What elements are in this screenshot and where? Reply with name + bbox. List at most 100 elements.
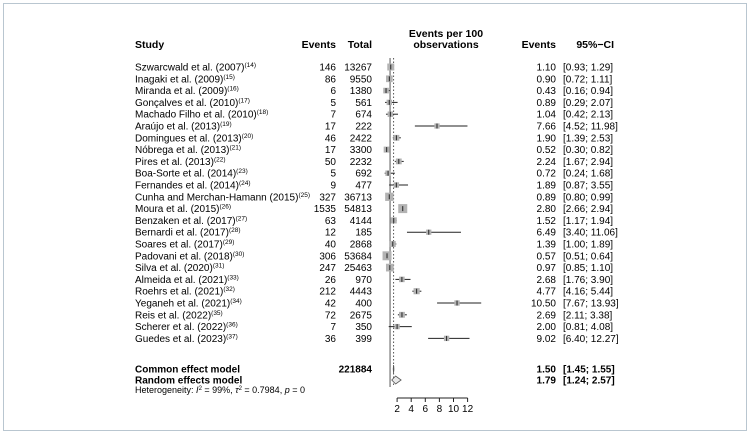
x-axis-tick-label: 12: [462, 404, 474, 415]
study-ref: (15): [223, 74, 235, 81]
study-name: Szwarcwald et al. (2007): [135, 63, 245, 74]
study-ci: [6.40; 12.27]: [563, 334, 619, 345]
study-estimate: 0.72: [537, 169, 557, 180]
heterogeneity-text: Heterogeneity: I2 = 99%, τ2 = 0.7984, p …: [135, 385, 305, 395]
study-ci: [0.85; 1.10]: [563, 263, 613, 274]
study-estimate: 0.52: [537, 145, 557, 156]
common-effect-ci: [1.45; 1.55]: [563, 365, 615, 376]
study-ref: (14): [245, 62, 257, 69]
study-total: 3300: [350, 145, 373, 156]
study-name: Scherer et al. (2022): [135, 322, 226, 333]
study-total: 4144: [350, 216, 373, 227]
study-estimate: 0.43: [537, 86, 557, 97]
study-events: 212: [319, 287, 336, 298]
study-estimate: 1.04: [537, 110, 557, 121]
study-events: 7: [330, 322, 336, 333]
het-tau-sup: 2: [239, 386, 243, 392]
study-ci: [7.67; 13.93]: [563, 299, 619, 310]
study-total: 222: [355, 122, 372, 133]
study-name: Cunha and Merchan-Hamann (2015): [135, 192, 298, 203]
study-label: Pires et al. (2013)(22): [135, 156, 226, 168]
study-name: Almeida et al. (2021): [135, 275, 227, 286]
study-events: 42: [325, 299, 337, 310]
study-estimate: 1.90: [537, 133, 557, 144]
study-label: Bernardi et al. (2017)(28): [135, 227, 241, 239]
random-effects-ci: [1.24; 2.57]: [563, 376, 615, 387]
study-events: 72: [325, 310, 337, 321]
x-axis-tick-label: 4: [408, 404, 414, 415]
study-ci: [1.17; 1.94]: [563, 216, 613, 227]
study-ci: [0.72; 1.11]: [563, 74, 613, 85]
study-events: 17: [325, 122, 337, 133]
header-ci: 95%−CI: [576, 39, 614, 51]
study-estimate: 0.90: [537, 74, 557, 85]
study-label: Szwarcwald et al. (2007)(14): [135, 62, 256, 74]
study-estimate: 0.97: [537, 263, 557, 274]
study-name: Nóbrega et al. (2013): [135, 145, 230, 156]
study-name: Inagaki et al. (2009): [135, 74, 223, 85]
het-p-symbol: p: [284, 385, 290, 395]
study-total: 2675: [350, 310, 373, 321]
study-name: Reis et al. (2022): [135, 310, 211, 321]
header-plot-title-line2: observations: [413, 39, 479, 51]
study-events: 327: [319, 192, 336, 203]
study-total: 9550: [350, 74, 373, 85]
study-ci: [4.16; 5.44]: [563, 287, 613, 298]
random-effects-estimate: 1.79: [537, 376, 557, 387]
study-estimate: 7.66: [537, 122, 557, 133]
study-label: Benzaken et al. (2017)(27): [135, 215, 247, 227]
study-ref: (31): [213, 263, 225, 270]
study-label: Boa-Sorte et al. (2014)(23): [135, 168, 248, 180]
common-effect-label: Common effect model: [135, 365, 240, 376]
study-ref: (36): [226, 322, 238, 329]
study-ci: [0.81; 4.08]: [563, 322, 613, 333]
study-events: 40: [325, 240, 337, 251]
study-name: Guedes et al. (2023): [135, 334, 226, 345]
study-name: Fernandes et al. (2014): [135, 181, 239, 192]
x-axis-tick-label: 8: [437, 404, 443, 415]
random-effects-label: Random effects model: [135, 376, 242, 387]
study-name: Soares et al. (2017): [135, 240, 223, 251]
study-events: 7: [330, 110, 336, 121]
study-ci: [4.52; 11.98]: [563, 122, 618, 133]
study-estimate: 2.80: [537, 204, 557, 215]
study-label: Guedes et al. (2023)(37): [135, 333, 238, 345]
study-estimate: 2.00: [537, 322, 557, 333]
study-total: 2868: [350, 240, 373, 251]
study-ci: [0.29; 2.07]: [563, 98, 613, 109]
header-plot-title-line1: Events per 100: [409, 28, 483, 40]
study-events: 6: [330, 86, 336, 97]
study-ref: (16): [227, 86, 239, 93]
study-name: Yeganeh et al. (2021): [135, 299, 230, 310]
study-label: Gonçalves et al. (2010)(17): [135, 97, 250, 109]
study-estimate: 1.89: [537, 181, 557, 192]
study-total: 1380: [350, 86, 373, 97]
study-name: Pires et al. (2013): [135, 157, 214, 168]
study-ref: (33): [227, 274, 239, 281]
study-name: Silva et al. (2020): [135, 263, 213, 274]
study-ref: (28): [229, 227, 241, 234]
header-events-right: Events: [522, 39, 557, 51]
study-ref: (34): [230, 298, 242, 305]
study-estimate: 1.10: [537, 63, 557, 74]
study-name: Araújo et al. (2013): [135, 122, 220, 133]
study-name: Miranda et al. (2009): [135, 86, 227, 97]
study-label: Inagaki et al. (2009)(15): [135, 74, 235, 86]
common-effect-estimate: 1.50: [537, 365, 557, 376]
study-ref: (21): [230, 145, 242, 152]
study-ref: (32): [223, 286, 235, 293]
study-events: 63: [325, 216, 337, 227]
study-total: 399: [355, 334, 372, 345]
study-total: 350: [355, 322, 372, 333]
study-total: 692: [355, 169, 372, 180]
study-estimate: 2.68: [537, 275, 557, 286]
common-effect-total: 221884: [339, 365, 373, 376]
study-name: Padovani et al. (2018): [135, 251, 233, 262]
study-ref: (24): [239, 180, 251, 187]
study-name: Bernardi et al. (2017): [135, 228, 229, 239]
study-ci: [0.42; 2.13]: [563, 110, 613, 121]
study-name: Benzaken et al. (2017): [135, 216, 236, 227]
study-name: Moura et al. (2015): [135, 204, 220, 215]
study-total: 13267: [344, 63, 372, 74]
study-total: 2422: [350, 133, 373, 144]
